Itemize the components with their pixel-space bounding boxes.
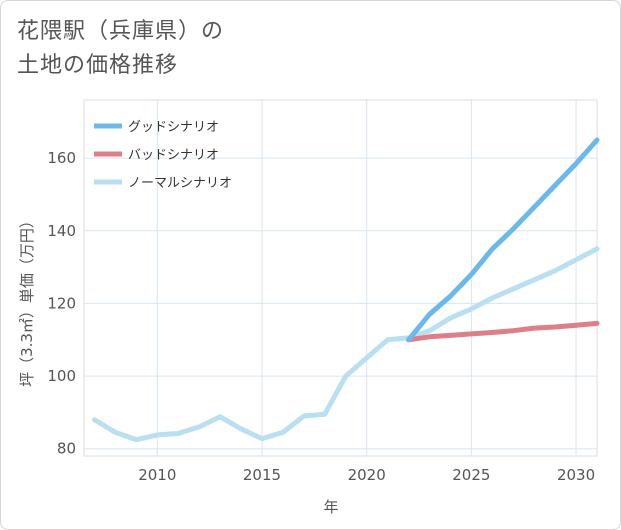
series-lines bbox=[92, 137, 600, 443]
plot-area bbox=[83, 99, 598, 457]
tick-labels: 2010 2015 2020 2025 2030 80 100 120 140 160 bbox=[47, 149, 595, 484]
grid-lines bbox=[84, 100, 597, 456]
series-line-0 bbox=[406, 137, 600, 343]
x-tick-label: 2010 bbox=[138, 466, 176, 484]
y-tick-label: 80 bbox=[57, 440, 76, 458]
series-line-2 bbox=[92, 246, 600, 443]
legend-label-1: バッドシナリオ bbox=[128, 148, 219, 163]
legend-label-0: グッドシナリオ bbox=[128, 120, 219, 135]
x-tick-label: 2015 bbox=[243, 466, 281, 484]
x-tick-label: 2025 bbox=[452, 466, 490, 484]
y-tick-label: 100 bbox=[47, 367, 76, 385]
x-tick-label: 2030 bbox=[557, 466, 595, 484]
x-axis-label: 年 bbox=[323, 498, 338, 516]
chart-title: 花隈駅（兵庫県）の 土地の価格推移 bbox=[17, 15, 417, 83]
y-tick-label: 160 bbox=[47, 149, 76, 167]
title-line-2: 土地の価格推移 bbox=[17, 53, 179, 78]
y-tick-label: 120 bbox=[47, 294, 76, 312]
x-tick-label: 2020 bbox=[348, 466, 386, 484]
y-tick-label: 140 bbox=[47, 222, 76, 240]
legend-label-2: ノーマルシナリオ bbox=[128, 176, 232, 191]
y-axis-label: 坪（3.3㎡）単価（万円） bbox=[18, 213, 36, 387]
title-line-1: 花隈駅（兵庫県）の bbox=[17, 19, 225, 44]
series-line-1 bbox=[406, 320, 600, 343]
